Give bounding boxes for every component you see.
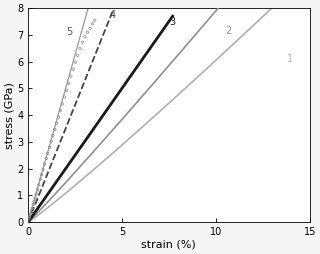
Point bbox=[47, 145, 52, 149]
Point bbox=[87, 26, 92, 30]
Text: 3: 3 bbox=[169, 17, 175, 27]
Point bbox=[54, 121, 59, 125]
Point bbox=[50, 134, 55, 138]
Text: 5: 5 bbox=[67, 27, 73, 37]
Point bbox=[30, 206, 35, 210]
Point bbox=[58, 109, 63, 113]
Point bbox=[44, 156, 49, 161]
Point bbox=[49, 139, 54, 144]
Point bbox=[34, 192, 39, 196]
Point bbox=[36, 183, 41, 187]
Text: 2: 2 bbox=[225, 26, 231, 36]
Point bbox=[39, 172, 44, 177]
Point bbox=[75, 53, 80, 57]
Y-axis label: stress (GPa): stress (GPa) bbox=[4, 82, 14, 149]
Point bbox=[82, 35, 87, 39]
Point bbox=[80, 40, 85, 44]
Text: 4: 4 bbox=[110, 10, 116, 20]
Point bbox=[35, 187, 40, 192]
Point bbox=[42, 162, 47, 166]
Point bbox=[52, 127, 57, 131]
Point bbox=[38, 177, 43, 181]
Point bbox=[64, 88, 69, 92]
Point bbox=[60, 102, 65, 106]
Point bbox=[27, 214, 32, 218]
Point bbox=[32, 196, 37, 200]
Point bbox=[28, 212, 33, 216]
Point bbox=[31, 200, 36, 204]
Point bbox=[68, 74, 73, 78]
Point bbox=[85, 30, 90, 34]
Point bbox=[41, 167, 46, 171]
Point bbox=[66, 81, 71, 85]
Point bbox=[27, 216, 32, 220]
Point bbox=[90, 22, 95, 26]
Point bbox=[92, 18, 97, 22]
Point bbox=[45, 151, 50, 155]
Point bbox=[73, 60, 78, 64]
Point bbox=[77, 46, 83, 50]
Point bbox=[29, 210, 34, 214]
X-axis label: strain (%): strain (%) bbox=[141, 240, 196, 250]
Point bbox=[56, 115, 61, 119]
Text: 1: 1 bbox=[287, 54, 293, 64]
Point bbox=[31, 203, 36, 207]
Point bbox=[62, 95, 67, 99]
Point bbox=[70, 67, 76, 71]
